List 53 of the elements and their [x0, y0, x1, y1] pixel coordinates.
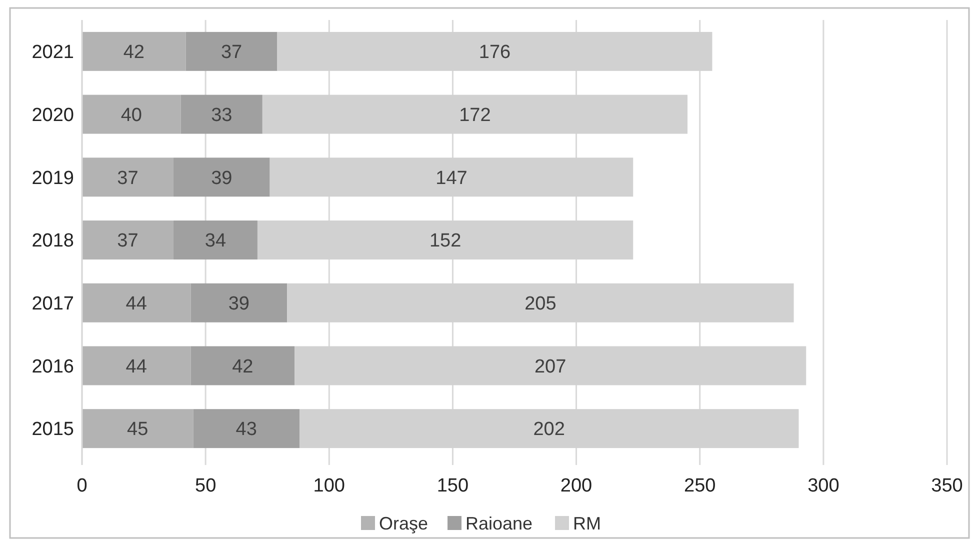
data-label: 202 — [533, 419, 565, 440]
bar — [173, 158, 270, 197]
x-tick-label: 200 — [560, 476, 592, 497]
data-label: 172 — [459, 104, 491, 126]
x-tick-label: 0 — [76, 476, 88, 497]
data-label: 40 — [120, 104, 142, 126]
bar — [180, 94, 262, 134]
legend-label: Raioane — [466, 513, 533, 534]
data-label: 39 — [211, 168, 232, 189]
data-label: 37 — [220, 42, 242, 64]
y-tick-label: 2021 — [32, 42, 74, 64]
bar — [82, 220, 174, 260]
legend-label: Oraşe — [379, 513, 428, 534]
x-tick-label: 100 — [313, 476, 345, 497]
data-label: 37 — [117, 230, 138, 252]
data-label: 43 — [236, 419, 257, 440]
x-tick-label: 250 — [684, 476, 716, 497]
data-label: 45 — [127, 419, 148, 440]
y-tick-label: 2016 — [32, 356, 74, 378]
data-label: 42 — [123, 42, 144, 64]
x-tick-label: 50 — [195, 476, 216, 497]
bar — [186, 32, 278, 71]
y-tick-label: 2015 — [32, 419, 74, 440]
y-tick-label: 2019 — [32, 168, 74, 189]
data-label: 42 — [232, 356, 254, 378]
data-label: 39 — [228, 294, 250, 315]
data-label: 207 — [534, 356, 566, 378]
bar — [190, 283, 288, 322]
bar — [82, 94, 181, 134]
x-tick-label: 300 — [808, 476, 840, 497]
bar — [82, 32, 186, 71]
x-tick-label: 350 — [931, 476, 963, 497]
bar — [173, 220, 258, 260]
data-label: 176 — [478, 42, 511, 64]
bar — [82, 283, 191, 322]
y-tick-label: 2017 — [32, 294, 74, 315]
data-label: 152 — [429, 230, 462, 252]
data-label: 34 — [204, 230, 226, 252]
bar — [82, 158, 174, 197]
bar — [193, 409, 300, 448]
bar — [190, 346, 295, 386]
x-tick-label: 150 — [436, 476, 469, 497]
legend-label: RM — [573, 513, 601, 534]
data-label: 44 — [126, 356, 148, 378]
data-label: 147 — [436, 168, 468, 189]
bar — [82, 409, 194, 448]
data-label: 37 — [117, 168, 138, 189]
data-label: 44 — [126, 294, 148, 315]
data-label: 205 — [524, 294, 556, 315]
bar — [82, 346, 191, 386]
y-tick-label: 2020 — [32, 104, 74, 126]
y-tick-label: 2018 — [32, 230, 74, 252]
data-label: 33 — [211, 104, 232, 126]
